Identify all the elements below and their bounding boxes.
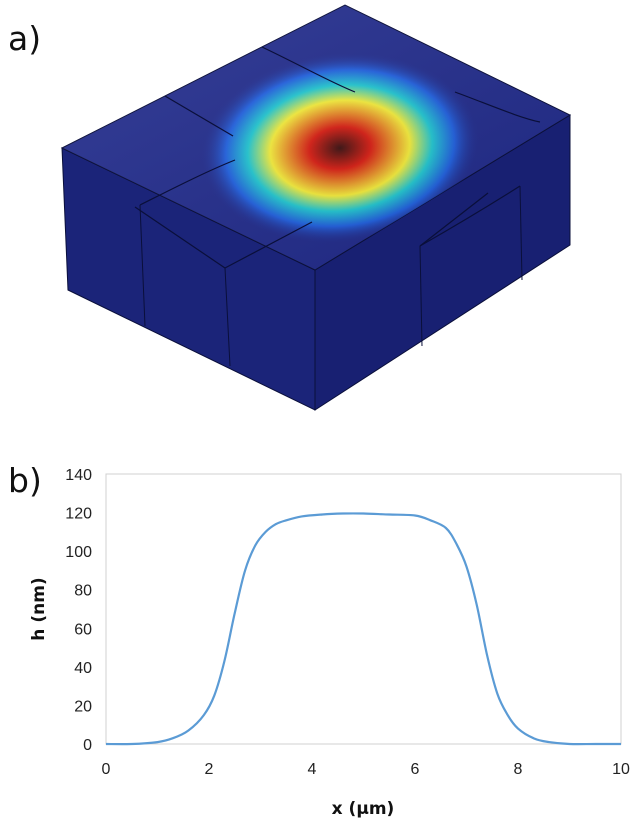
- x-tick-label: 6: [411, 761, 420, 778]
- panel-label-b: b): [8, 461, 42, 500]
- profile-chart: 0 20 40 60 80 100 120 140 0 2 4 6 8 10 x (μm) h (nm): [29, 467, 630, 819]
- y-tick-label: 20: [74, 698, 92, 715]
- y-tick-label: 80: [74, 583, 92, 600]
- y-axis-title: h (nm): [29, 577, 49, 640]
- y-tick-label: 40: [74, 660, 92, 677]
- plot-area: [105, 473, 622, 745]
- y-tick-label: 140: [65, 467, 92, 484]
- x-tick-label: 4: [308, 761, 317, 778]
- side-seams: [139, 185, 523, 367]
- x-tick-label: 2: [205, 761, 214, 778]
- surface-plot-3d: [60, 4, 572, 411]
- panel-label-a: a): [8, 19, 42, 58]
- series-line: [105, 512, 621, 746]
- mesh-lines: [134, 46, 541, 269]
- x-tick-label: 0: [102, 761, 111, 778]
- y-tick-label: 60: [74, 621, 92, 638]
- y-tick-label: 0: [83, 737, 92, 754]
- x-tick-label: 10: [612, 761, 630, 778]
- y-tick-label: 120: [65, 506, 92, 523]
- x-tick-label: 8: [514, 761, 523, 778]
- y-tick-label: 100: [65, 544, 92, 561]
- x-axis-title: x (μm): [332, 799, 395, 819]
